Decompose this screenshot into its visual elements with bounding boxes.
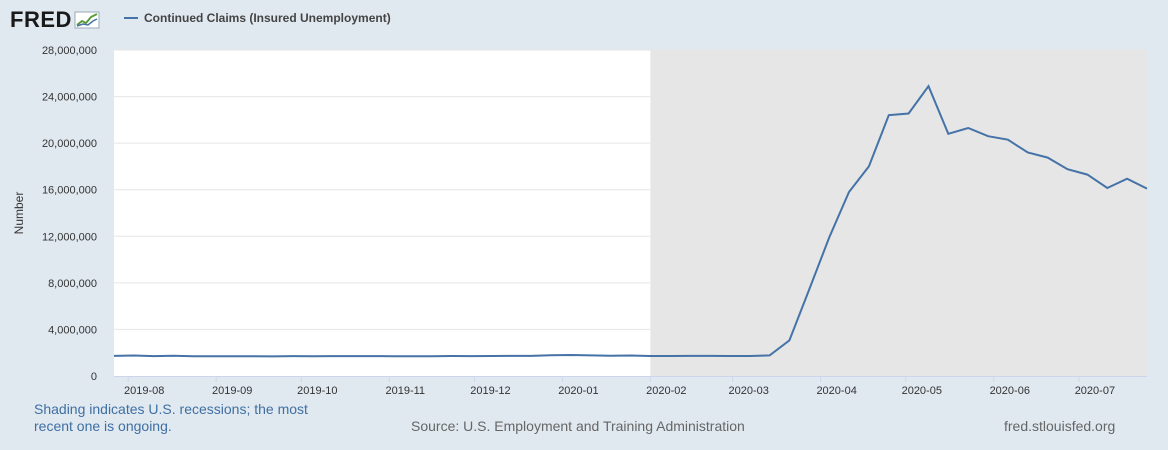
x-tick-label: 2020-05	[902, 385, 942, 397]
recession-note-line2: recent one is ongoing.	[34, 418, 172, 434]
y-tick-label: 0	[91, 371, 97, 383]
y-tick-label: 8,000,000	[48, 278, 97, 290]
x-tick-label: 2020-07	[1075, 385, 1115, 397]
fred-url[interactable]: fred.stlouisfed.org	[1004, 418, 1116, 434]
x-tick-label: 2020-06	[990, 385, 1030, 397]
x-tick-label: 2020-03	[728, 385, 768, 397]
series-line-continued-claims[interactable]	[113, 84, 1148, 358]
y-tick-label: 24,000,000	[42, 92, 97, 104]
legend-label: Continued Claims (Insured Unemployment)	[144, 11, 391, 25]
y-tick-label: 28,000,000	[42, 45, 97, 57]
y-tick-label: 4,000,000	[48, 324, 97, 336]
x-tick-label: 2020-02	[646, 385, 686, 397]
legend-swatch	[124, 17, 138, 19]
source-text: Source: U.S. Employment and Training Adm…	[411, 418, 745, 434]
y-tick-label: 16,000,000	[42, 185, 97, 197]
x-tick-label: 2019-11	[385, 385, 425, 397]
y-axis-ticks: 0 4,000,000 8,000,000 12,000,000 16,000,000 2…	[42, 45, 97, 383]
chart-line-icon	[74, 11, 100, 29]
x-tick-label: 2019-08	[124, 385, 164, 397]
x-tick-label: 2019-12	[470, 385, 510, 397]
legend[interactable]: Continued Claims (Insured Unemployment)	[124, 11, 391, 25]
x-axis-ticks: 2019-08 2019-09 2019-10 2019-11 2019-12 2020-…	[124, 376, 1115, 397]
x-tick-label: 2019-09	[212, 385, 252, 397]
recession-note: Shading indicates U.S. recessions; the m…	[34, 401, 324, 435]
y-tick-label: 20,000,000	[42, 138, 97, 150]
fred-logo[interactable]: FRED	[10, 7, 72, 32]
y-axis-label: Number	[12, 192, 26, 235]
x-tick-label: 2020-01	[558, 385, 598, 397]
x-tick-label: 2019-10	[297, 385, 337, 397]
y-tick-label: 12,000,000	[42, 231, 97, 243]
x-tick-label: 2020-04	[816, 385, 856, 397]
gridlines	[114, 49, 1147, 330]
header: FRED	[10, 6, 100, 34]
recession-shading	[650, 50, 1147, 376]
recession-note-line1: Shading indicates U.S. recessions; the m…	[34, 401, 308, 417]
